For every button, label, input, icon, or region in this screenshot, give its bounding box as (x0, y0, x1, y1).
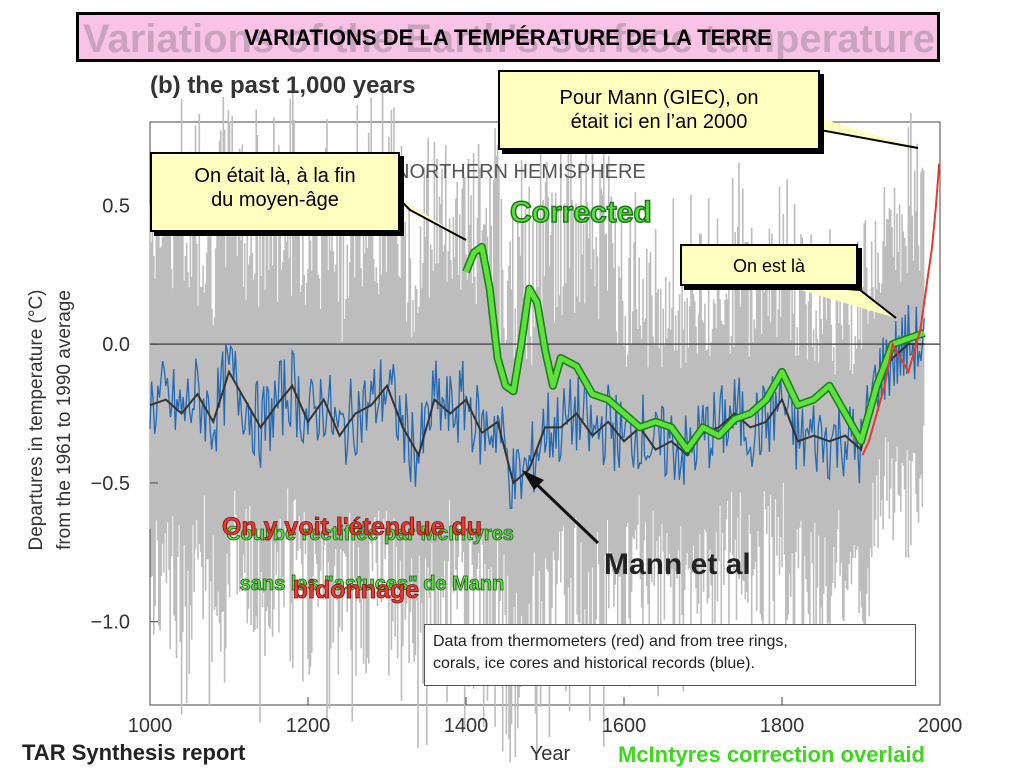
series-thermometers (861, 163, 941, 456)
corrected-label: Corrected (510, 196, 652, 229)
x-tick-1400: 1400 (444, 715, 489, 737)
overlay-note: McIntyres correction overlaid (618, 742, 925, 767)
x-tick-1000: 1000 (128, 715, 173, 737)
red-annotation-line1: On y voit l'étendue du (222, 513, 482, 541)
y-axis-label-line1: Departures in temperature (°C) (26, 289, 47, 550)
x-tick-1800: 1800 (760, 715, 805, 737)
y-axis-label-line2: from the 1961 to 1990 average (54, 290, 75, 550)
y-tick-0: 0.5 (102, 195, 130, 217)
callout-mann-2000: Pour Mann (GIEC), on était ici en l’an 2… (498, 70, 820, 150)
region-label: NORTHERN HEMISPHERE (395, 161, 646, 183)
x-tick-2000: 2000 (918, 715, 963, 737)
data-source-note-line2: corals, ice cores and historical records… (433, 655, 755, 672)
callout-middle-ages-line2: du moyen-âge (211, 189, 339, 211)
mann-arrow-line (528, 476, 600, 545)
callout-pointer-now (779, 283, 897, 319)
callout-middle-ages: On était là, à la fin du moyen-âge (150, 152, 400, 232)
y-tick-2: −0.5 (91, 473, 130, 495)
credit: TAR Synthesis report (22, 740, 246, 765)
y-tick-3: −1.0 (91, 612, 130, 634)
banner-title: VARIATIONS DE LA TEMPÉRATURE DE LA TERRE (244, 25, 772, 50)
callout-pointer-middle-ages (395, 195, 467, 241)
data-source-note: Data from thermometers (red) and from tr… (424, 624, 916, 686)
series-corrected-fill (463, 244, 926, 453)
series-mann-et-al (149, 343, 925, 485)
y-tick-1: 0.0 (102, 334, 130, 356)
data-source-note-line1: Data from thermometers (red) and from tr… (433, 633, 788, 650)
y-axis-ticks: 0.5 0.0 −0.5 −1.0 (91, 195, 158, 634)
x-tick-1200: 1200 (286, 715, 331, 737)
panel-label: (b) the past 1,000 years (150, 72, 416, 99)
title-banner: Variations of the Earth's surface temper… (76, 12, 940, 62)
callout-now: On est là (680, 244, 858, 286)
red-annotation-line2: bidonnage (293, 576, 419, 604)
mann-label: Mann et al (604, 548, 751, 581)
callout-now-text: On est là (732, 256, 806, 276)
callout-middle-ages-line1: On était là, à la fin (194, 165, 356, 187)
x-axis-ticks: 1000 1200 1400 1600 1800 2000 (128, 697, 963, 737)
x-tick-1600: 1600 (602, 715, 647, 737)
banner-ghost-text: Variations of the Earth's surface temper… (83, 17, 940, 61)
green-annotation-line2: sans les "astuces" de Mann (240, 573, 505, 595)
mann-arrow-head (522, 470, 544, 490)
callout-mann-2000-line2: était ici en l’an 2000 (570, 111, 748, 133)
callout-mann-2000-line1: Pour Mann (GIEC), on (559, 87, 759, 109)
green-annotation-line1: Courbe rectifiée par McIntyres (226, 523, 514, 545)
x-axis-label: Year (530, 743, 571, 765)
